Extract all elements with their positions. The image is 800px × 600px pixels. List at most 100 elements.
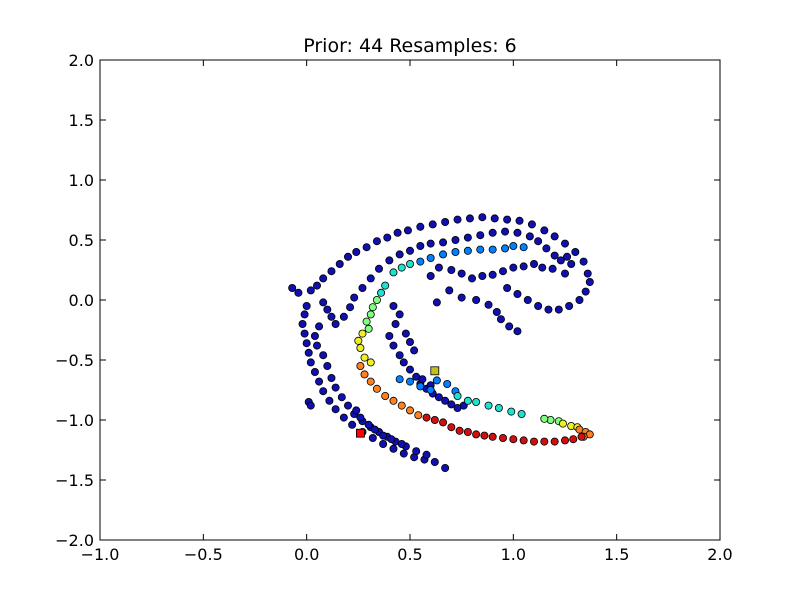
data-point [393, 228, 402, 237]
data-point [465, 214, 474, 223]
data-point [476, 245, 485, 254]
data-point [569, 435, 578, 444]
data-point [405, 246, 414, 255]
data-point [399, 358, 408, 367]
data-point [418, 375, 427, 384]
data-point [300, 310, 309, 319]
data-point [323, 361, 332, 370]
data-point [319, 298, 328, 307]
y-tick-label: −1.5 [55, 471, 94, 490]
data-point [310, 367, 319, 376]
data-point [350, 293, 359, 302]
marker-square [430, 366, 440, 376]
data-point [364, 420, 373, 429]
data-point [561, 436, 570, 445]
data-point [447, 265, 456, 274]
data-point [366, 310, 375, 319]
axis-ticks: −1.0 −0.5 0.0 0.5 1.0 1.5 2.0 −2.0 −1.5 −1.0 −0.5 0… [55, 51, 733, 564]
data-point [503, 215, 512, 224]
data-point [509, 263, 518, 272]
data-point [352, 406, 361, 415]
data-point [441, 217, 450, 226]
data-point [585, 277, 594, 286]
data-point [405, 259, 414, 268]
data-point [525, 232, 534, 241]
data-point [519, 436, 528, 445]
data-point [496, 315, 505, 324]
x-tick-label: −1.0 [81, 545, 120, 564]
data-point [554, 305, 563, 314]
data-point [319, 387, 328, 396]
data-point [505, 322, 514, 331]
data-point [463, 246, 472, 255]
data-point [455, 426, 464, 435]
data-point [319, 274, 328, 283]
data-point [513, 289, 522, 298]
data-point [366, 274, 375, 283]
data-point [480, 431, 489, 440]
data-point [550, 232, 559, 241]
y-tick-label: 1.0 [69, 171, 94, 190]
data-point [445, 286, 454, 295]
data-point [389, 301, 398, 310]
data-point [501, 244, 510, 253]
data-point [530, 259, 539, 268]
data-point [416, 222, 425, 231]
data-point [325, 396, 334, 405]
data-point [422, 450, 431, 459]
data-point [451, 247, 460, 256]
data-point [412, 447, 421, 456]
data-point [389, 268, 398, 277]
data-point [463, 233, 472, 242]
data-point [556, 256, 565, 265]
data-point [428, 220, 437, 229]
data-point [306, 358, 315, 367]
data-point [476, 231, 485, 240]
data-point [312, 281, 321, 290]
data-point [567, 259, 576, 268]
data-point [509, 241, 518, 250]
data-point [362, 243, 371, 252]
data-point [439, 238, 448, 247]
data-point [306, 401, 315, 410]
data-point [439, 418, 448, 427]
data-point [395, 310, 404, 319]
data-point [331, 405, 340, 414]
x-tick-label: 0.0 [294, 545, 319, 564]
data-point [405, 406, 414, 415]
data-point [581, 287, 590, 296]
data-point [399, 449, 408, 458]
data-point [441, 463, 450, 472]
data-point [426, 271, 435, 280]
data-point [416, 241, 425, 250]
data-point [294, 288, 303, 297]
data-point [434, 263, 443, 272]
data-point [540, 414, 549, 423]
data-point [544, 305, 553, 314]
data-point [538, 263, 547, 272]
data-point [488, 270, 497, 279]
data-point [488, 245, 497, 254]
data-point [484, 401, 493, 410]
data-point [395, 375, 404, 384]
data-point [453, 215, 462, 224]
data-point [515, 216, 524, 225]
data-point [395, 351, 404, 360]
data-point [405, 365, 414, 374]
data-point [519, 243, 528, 252]
data-point [484, 300, 493, 309]
data-point [426, 385, 435, 394]
data-point [401, 329, 410, 338]
data-point [501, 227, 510, 236]
data-point [472, 397, 481, 406]
data-point [507, 407, 516, 416]
data-point [430, 457, 439, 466]
data-point [397, 439, 406, 448]
data-point [488, 432, 497, 441]
data-point [519, 262, 528, 271]
data-point [327, 373, 336, 382]
data-point [381, 391, 390, 400]
data-point [358, 329, 367, 338]
data-point [583, 269, 592, 278]
data-point [540, 226, 549, 235]
